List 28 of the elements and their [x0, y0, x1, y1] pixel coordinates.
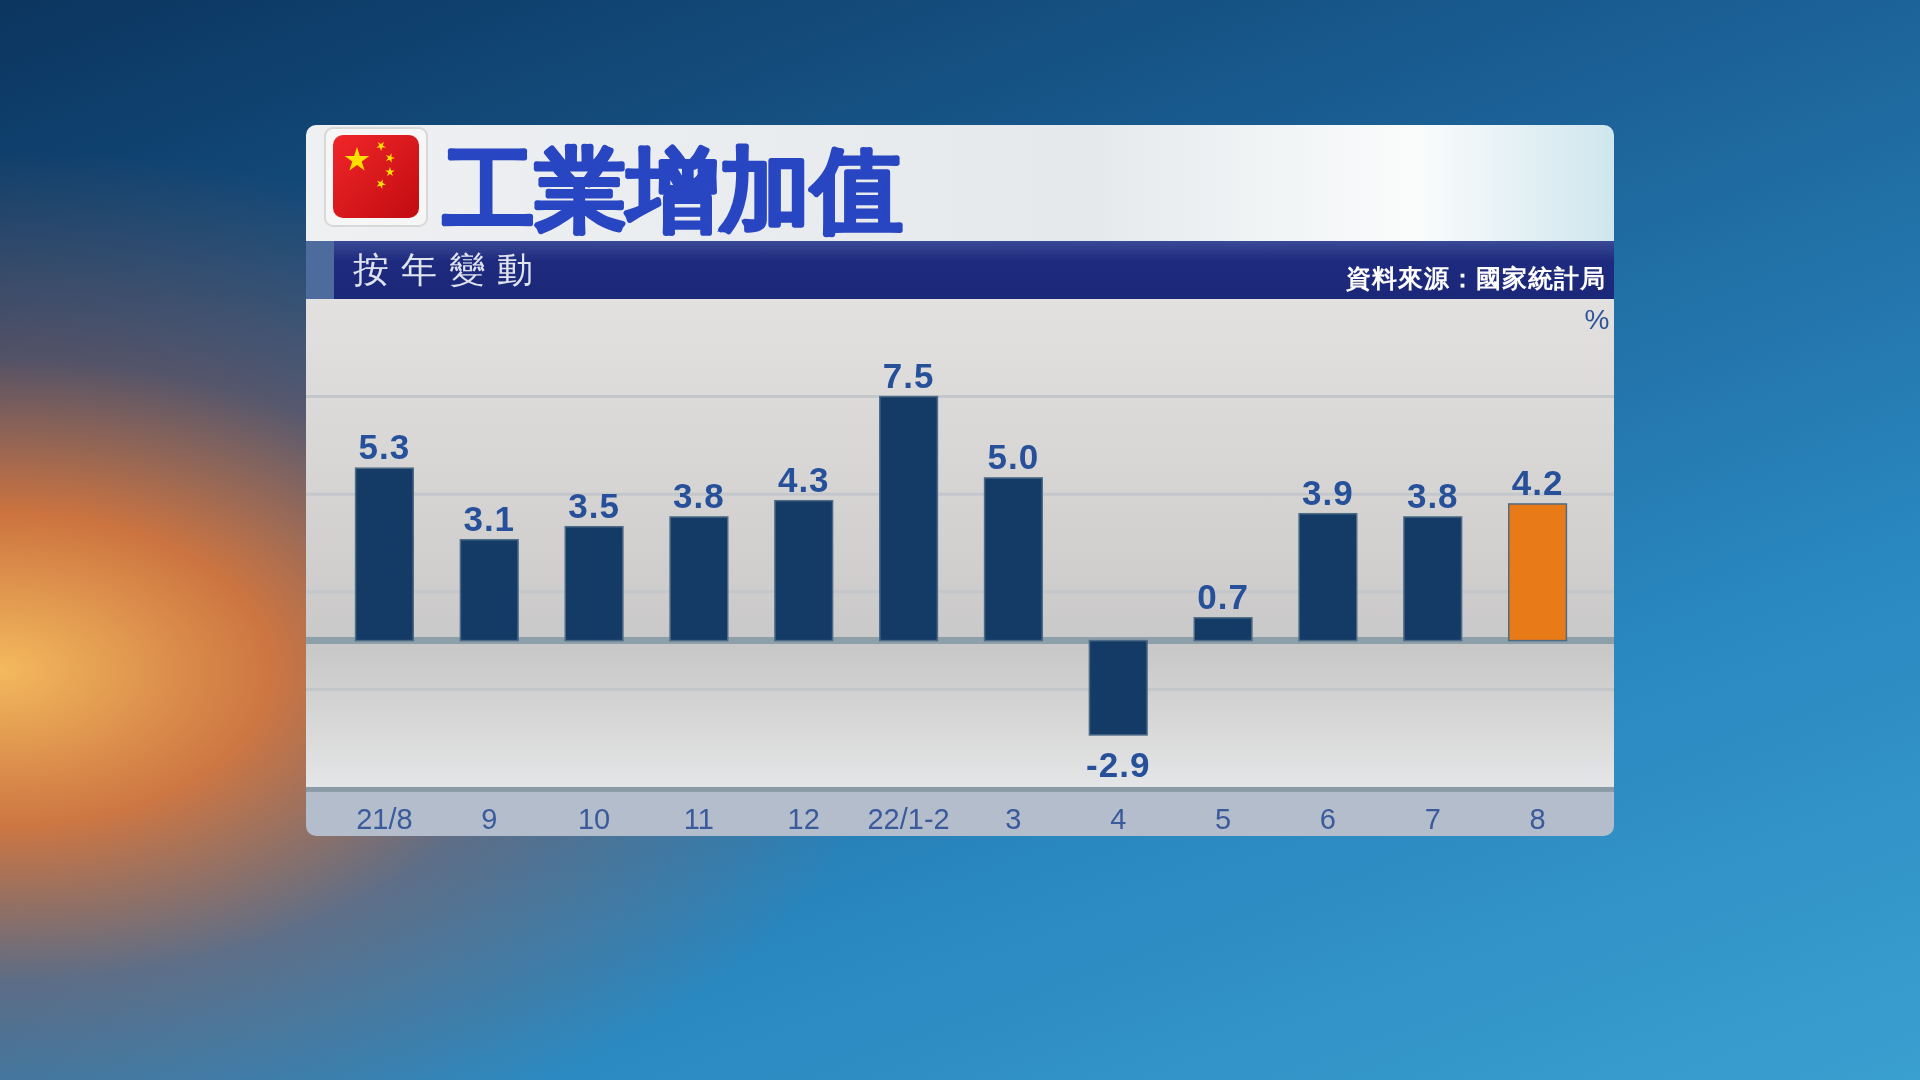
xtick: 8	[1529, 803, 1546, 835]
xtick: 4	[1110, 803, 1127, 835]
data-label: 5.3	[358, 427, 411, 467]
xtick: 12	[787, 803, 820, 835]
xtick: 6	[1319, 803, 1336, 835]
data-label: 3.8	[1406, 475, 1459, 515]
xtick: 22/1-2	[867, 803, 950, 835]
ylabel: %	[1584, 304, 1610, 335]
data-label: 7.5	[882, 355, 935, 395]
xtick: 5	[1215, 803, 1232, 835]
xtick: 3	[1005, 803, 1022, 835]
data-label: 4.2	[1511, 462, 1564, 502]
data-label: 3.9	[1302, 472, 1354, 512]
title: 工業增加值	[443, 137, 903, 244]
xtick: 10	[577, 803, 611, 835]
data-label: 3.1	[463, 498, 516, 538]
data-label: 5.0	[987, 436, 1040, 476]
xtick: 21/8	[356, 803, 413, 835]
xtick: 9	[481, 803, 498, 835]
data-label: 3.5	[568, 485, 620, 525]
subtitle: 按年變動	[353, 249, 545, 290]
data-label: 4.3	[777, 459, 830, 499]
xtick: 7	[1424, 803, 1441, 835]
data-label: -2.9	[1086, 744, 1151, 784]
data-label: 0.7	[1197, 576, 1249, 616]
xtick: 11	[683, 803, 714, 835]
data-label: 3.8	[673, 475, 725, 515]
annotation: 資料來源：國家統計局	[1346, 264, 1606, 292]
